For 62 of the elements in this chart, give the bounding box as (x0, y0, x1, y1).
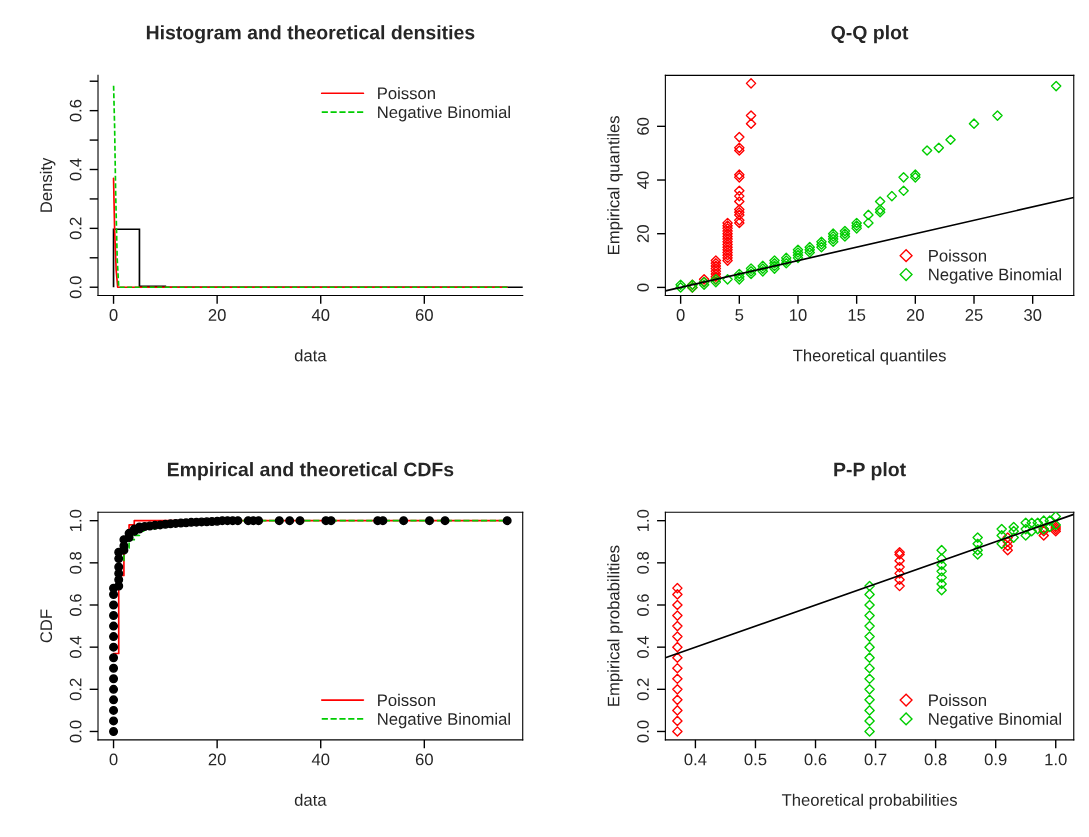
chart-title: Q-Q plot (831, 25, 909, 44)
y-tick-label: 0.8 (69, 551, 82, 574)
x-tick-label: 1.0 (1045, 753, 1067, 766)
x-tick-label: 20 (208, 309, 226, 321)
x-tick-label: 0 (676, 309, 685, 321)
x-tick-label: 0.6 (804, 753, 827, 766)
x-tick-label: 0.5 (744, 753, 767, 766)
x-axis-title: data (294, 349, 327, 362)
y-tick-label: 60 (637, 117, 649, 135)
x-axis-title: Theoretical probabilities (781, 793, 957, 810)
legend-label: Poisson (378, 693, 435, 707)
y-tick-label: 0.6 (637, 594, 649, 616)
legend-label: Poisson (929, 249, 986, 262)
legend-label: Negative Binomial (378, 712, 510, 729)
y-axis-title: Empirical probabilities (607, 545, 623, 706)
legend-label: Negative Binomial (929, 268, 1061, 284)
y-tick-label: 0.8 (637, 551, 649, 574)
y-tick-label: 0.0 (637, 720, 649, 743)
x-tick-label: 0 (109, 309, 118, 321)
y-tick-label: 0.6 (69, 594, 82, 616)
y-tick-label: 0.0 (69, 720, 82, 743)
legend-label: Poisson (378, 87, 435, 100)
x-tick-label: 20 (906, 309, 924, 321)
y-tick-label: 1.0 (637, 509, 649, 531)
chart-title: Histogram and theoretical densities (146, 25, 475, 44)
x-tick-label: 60 (415, 309, 433, 321)
x-tick-label: 25 (965, 309, 983, 321)
x-tick-label: 60 (415, 753, 433, 766)
y-tick-label: 0.2 (69, 678, 82, 701)
x-tick-label: 0.8 (924, 753, 947, 766)
x-tick-label: 0 (109, 753, 118, 766)
y-axis-title: Empirical quantiles (607, 116, 623, 254)
chart-title: Empirical and theoretical CDFs (167, 462, 454, 481)
y-axis-title: Density (39, 157, 56, 212)
x-axis-title: data (294, 793, 327, 806)
x-tick-label: 5 (735, 309, 744, 321)
x-tick-label: 30 (1024, 309, 1042, 321)
x-tick-label: 0.9 (984, 753, 1007, 766)
y-tick-label: 0.0 (69, 276, 82, 299)
y-tick-label: 0.2 (637, 678, 649, 701)
x-tick-label: 0.7 (864, 753, 887, 766)
x-tick-label: 40 (311, 309, 330, 321)
x-tick-label: 40 (311, 753, 330, 766)
y-axis-title: CDF (40, 609, 53, 643)
x-tick-label: 15 (848, 309, 866, 321)
x-tick-label: 0.4 (684, 753, 707, 766)
x-axis-title: Theoretical quantiles (793, 349, 946, 365)
y-tick-label: 0.6 (69, 99, 82, 122)
y-tick-label: 0.4 (69, 158, 82, 181)
legend-label: Negative Binomial (929, 712, 1061, 729)
y-tick-label: 20 (637, 225, 649, 243)
y-tick-label: 0.2 (69, 217, 82, 240)
y-tick-label: 0 (637, 283, 649, 292)
x-tick-label: 10 (789, 309, 807, 321)
legend-label: Negative Binomial (378, 105, 510, 122)
legend-label: Poisson (929, 693, 986, 707)
y-tick-label: 40 (637, 171, 649, 189)
x-tick-label: 20 (208, 753, 226, 766)
y-tick-label: 1.0 (69, 509, 82, 531)
chart-title: P-P plot (834, 462, 906, 481)
y-tick-label: 0.4 (69, 636, 82, 659)
y-tick-label: 0.4 (637, 636, 649, 659)
